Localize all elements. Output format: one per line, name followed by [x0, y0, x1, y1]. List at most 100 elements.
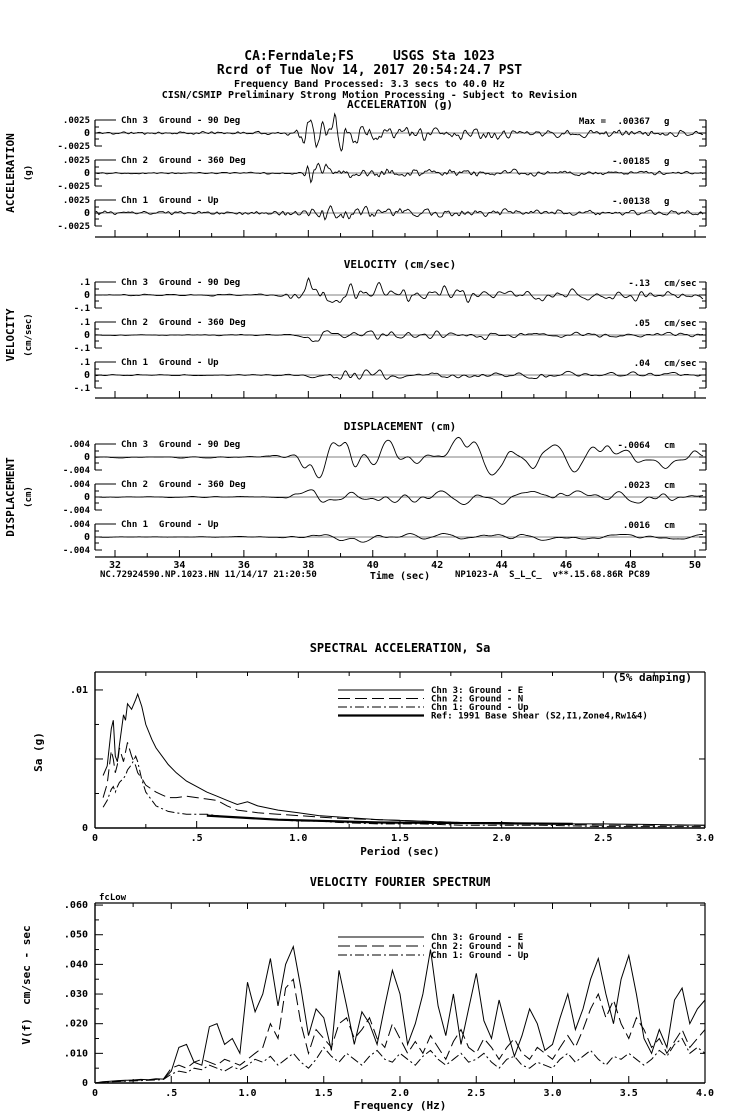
fourier-ytick-label: .010 — [64, 1048, 88, 1059]
time-tick-label: 44 — [496, 560, 508, 571]
ytick-label: 0 — [84, 532, 90, 543]
time-tick-label: 38 — [302, 560, 314, 571]
ytick-label: .1 — [79, 318, 90, 328]
station-title: CA:Ferndale;FS USGS Sta 1023 — [244, 49, 495, 64]
fourier-xtick-label: 2.0 — [391, 1088, 409, 1099]
max-unit: cm — [664, 441, 675, 451]
sa-xtick-label: .5 — [191, 833, 203, 844]
waveform-trace-acceleration-ch1 — [95, 205, 704, 221]
ytick-label: 0 — [84, 370, 90, 381]
ytick-label: 0 — [84, 492, 90, 503]
channel-label: Chn 1 Ground - Up — [121, 196, 219, 206]
channel-label: Chn 3 Ground - 90 Deg — [121, 116, 240, 126]
fourier-ylabel: V(f) cm/sec - sec — [20, 925, 33, 1044]
time-tick-label: 46 — [560, 560, 572, 571]
channel-label: Chn 3 Ground - 90 Deg — [121, 440, 240, 450]
panel-title: VELOCITY (cm/sec) — [344, 258, 457, 271]
ytick-label: -.0025 — [57, 222, 90, 232]
sa-ylabel: Sa (g) — [32, 732, 45, 772]
panel-side-unit: (cm/sec) — [24, 313, 34, 356]
fourier-xtick-label: 3.0 — [543, 1088, 561, 1099]
fourier-series-2 — [94, 978, 706, 1084]
fc-low-marker: fcLow — [99, 893, 127, 903]
waveform-trace-displacement-ch2 — [95, 489, 704, 505]
max-unit: cm — [664, 521, 675, 531]
fourier-xtick-label: 1.0 — [238, 1088, 256, 1099]
fourier-ytick-label: .030 — [64, 989, 88, 1000]
channel-label: Chn 3 Ground - 90 Deg — [121, 278, 240, 288]
max-value: .05 — [634, 319, 650, 329]
sa-xtick-label: 1.5 — [391, 833, 409, 844]
max-unit: g — [664, 157, 669, 167]
ytick-label: 0 — [84, 452, 90, 463]
sa-series-3 — [102, 754, 705, 828]
channel-label: Chn 1 Ground - Up — [121, 358, 219, 368]
sa-ytick-label: .01 — [70, 685, 88, 696]
fourier-ytick-label: .020 — [64, 1019, 88, 1030]
sa-series-4 — [206, 814, 573, 825]
fourier-xlabel: Frequency (Hz) — [354, 1099, 447, 1112]
channel-label: Chn 2 Ground - 360 Deg — [121, 480, 246, 490]
processing-version-footer: NP1023-A S_L_C_ v**.15.68.86R PC89 — [455, 570, 651, 580]
ytick-label: -.1 — [74, 384, 90, 394]
ytick-label: .0025 — [63, 156, 90, 166]
panel-side-label: DISPLACEMENT — [4, 457, 17, 537]
legend-label: Chn 2: Ground - N — [431, 942, 523, 952]
max-unit: cm/sec — [664, 279, 697, 289]
fourier-series-3 — [94, 1037, 706, 1084]
waveform-trace-velocity-ch2 — [95, 330, 704, 342]
max-prefix: Max = — [579, 117, 607, 127]
ytick-label: 0 — [84, 128, 90, 139]
time-tick-label: 50 — [689, 560, 701, 571]
sa-title: SPECTRAL ACCELERATION, Sa — [310, 641, 491, 655]
time-tick-label: 42 — [431, 560, 443, 571]
waveform-trace-displacement-ch1 — [95, 533, 704, 543]
max-unit: g — [664, 197, 669, 207]
sa-series-2 — [102, 742, 705, 826]
legend-label: Ref: 1991 Base Shear (S2,I1,Zone4,Rw1&4) — [431, 712, 648, 722]
fourier-xtick-label: 2.5 — [467, 1088, 485, 1099]
sa-xtick-label: 2.5 — [594, 833, 612, 844]
sa-xlabel: Period (sec) — [360, 845, 439, 858]
time-tick-label: 34 — [173, 560, 185, 571]
max-value: -.00185 — [612, 157, 650, 167]
legend-label: Chn 1: Ground - Up — [431, 703, 529, 713]
processing-disclaimer: CISN/CSMIP Preliminary Strong Motion Pro… — [161, 90, 578, 101]
channel-label: Chn 1 Ground - Up — [121, 520, 219, 530]
legend-label: Chn 3: Ground - E — [431, 933, 523, 943]
max-value: -.13 — [628, 279, 650, 289]
waveform-trace-velocity-ch1 — [95, 369, 704, 380]
fourier-ytick-label: .060 — [64, 900, 88, 911]
max-value: .0016 — [623, 521, 650, 531]
ytick-label: .1 — [79, 278, 90, 288]
record-id-footer: NC.72924590.NP.1023.HN 11/14/17 21:20:50 — [100, 570, 317, 580]
waveform-trace-acceleration-ch2 — [95, 162, 704, 184]
ytick-label: .0025 — [63, 116, 90, 126]
max-value: .04 — [634, 359, 651, 369]
fourier-title: VELOCITY FOURIER SPECTRUM — [310, 875, 491, 889]
panel-title: ACCELERATION (g) — [347, 98, 453, 111]
frequency-band-note: Frequency Band Processed: 3.3 secs to 40… — [234, 79, 505, 90]
time-axis-label: Time (sec) — [370, 570, 430, 582]
fourier-xtick-label: 4.0 — [696, 1088, 714, 1099]
fourier-ytick-label: .040 — [64, 959, 88, 970]
sa-ytick-label: 0 — [82, 823, 88, 834]
fourier-xtick-label: 3.5 — [620, 1088, 638, 1099]
ytick-label: -.004 — [63, 466, 91, 476]
channel-label: Chn 2 Ground - 360 Deg — [121, 156, 246, 166]
sa-xtick-label: 2.0 — [493, 833, 511, 844]
ytick-label: 0 — [84, 168, 90, 179]
ytick-label: .004 — [68, 480, 90, 490]
ytick-label: .0025 — [63, 196, 90, 206]
ytick-label: 0 — [84, 330, 90, 341]
sa-xtick-label: 3.0 — [696, 833, 714, 844]
panel-side-label: ACCELERATION — [4, 133, 17, 212]
legend-label: Chn 2: Ground - N — [431, 695, 523, 705]
sa-damping-note: (5% damping) — [613, 671, 692, 684]
ytick-label: 0 — [84, 208, 90, 219]
panel-side-unit: (cm) — [24, 486, 34, 508]
legend-label: Chn 3: Ground - E — [431, 686, 523, 696]
waveform-trace-displacement-ch3 — [95, 436, 704, 479]
